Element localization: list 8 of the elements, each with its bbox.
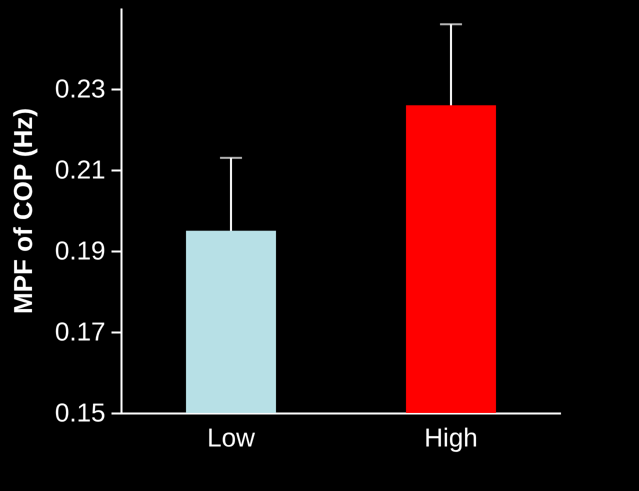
y-tick-label: 0.21: [54, 154, 106, 184]
y-tick-label: 0.15: [54, 398, 106, 428]
x-tick-label: Low: [207, 422, 256, 452]
y-axis-title: MPF of COP (Hz): [8, 108, 38, 314]
y-tick-label: 0.23: [54, 74, 106, 104]
y-tick-label: 0.17: [54, 316, 106, 346]
x-tick-label: High: [424, 422, 478, 452]
y-tick-label: 0.19: [54, 236, 106, 266]
